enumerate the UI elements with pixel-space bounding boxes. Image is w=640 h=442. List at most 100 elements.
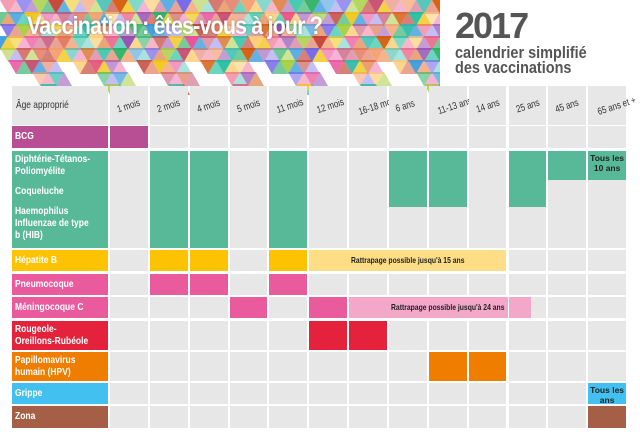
vaccine-label-text: Rougeole-Oreillons-Rubéole bbox=[15, 323, 89, 347]
dose-dtp bbox=[189, 151, 228, 248]
schedule-cell bbox=[349, 383, 387, 404]
schedule-cell bbox=[588, 352, 627, 381]
schedule-cell bbox=[548, 126, 587, 148]
schedule-cell bbox=[508, 321, 547, 350]
catchup-note: Rattrapage possible jusqu'à 24 ans bbox=[390, 302, 505, 312]
dose-bcg bbox=[110, 126, 148, 148]
age-header-cell bbox=[269, 86, 308, 125]
schedule-cell bbox=[110, 352, 148, 381]
age-header-cell bbox=[428, 86, 467, 125]
age-header-cell bbox=[110, 86, 148, 125]
vaccine-label-hpv: Papillomavirus humain (HPV) bbox=[12, 352, 108, 381]
dose-menc bbox=[388, 297, 429, 318]
schedule-cell bbox=[229, 151, 268, 248]
schedule-cell bbox=[110, 297, 148, 318]
schedule-cell bbox=[110, 383, 148, 404]
schedule-cell bbox=[508, 250, 547, 271]
vaccine-label-text: Méningocoque C bbox=[15, 301, 84, 313]
schedule-cell bbox=[588, 274, 627, 295]
vaccine-label-zona: Zona bbox=[12, 406, 108, 428]
dose-hepb bbox=[269, 250, 308, 271]
dose-dtp bbox=[508, 151, 547, 208]
schedule-cell bbox=[508, 352, 547, 381]
schedule-cell bbox=[110, 406, 148, 428]
vaccine-label-menc: Méningocoque C bbox=[12, 297, 108, 318]
schedule-cell bbox=[428, 406, 467, 428]
schedule-cell bbox=[468, 321, 507, 350]
vaccine-label-grippe: Grippe bbox=[12, 383, 108, 404]
dose-menc bbox=[309, 297, 348, 318]
schedule-cell bbox=[349, 274, 387, 295]
schedule-cell bbox=[309, 383, 348, 404]
vaccine-label-text: Papillomavirus humain (HPV) bbox=[15, 354, 76, 378]
schedule-cell bbox=[468, 274, 507, 295]
age-header-cell bbox=[229, 86, 268, 125]
dose-pneumo bbox=[189, 274, 228, 295]
schedule-cell bbox=[588, 321, 627, 350]
vaccine-label-text: Zona bbox=[15, 411, 36, 422]
schedule-cell bbox=[189, 321, 228, 350]
schedule-cell bbox=[149, 383, 188, 404]
vaccine-label-text: Diphtérie-Tétanos-Poliomyélite bbox=[15, 154, 91, 177]
schedule-cell bbox=[349, 126, 387, 148]
schedule-cell bbox=[548, 352, 587, 381]
schedule-cell bbox=[548, 250, 587, 271]
dose-dtp bbox=[428, 151, 467, 208]
schedule-cell bbox=[468, 406, 507, 428]
schedule-cell bbox=[388, 406, 427, 428]
dose-dtp bbox=[269, 151, 308, 248]
dose-pneumo bbox=[149, 274, 188, 295]
dose-menc bbox=[428, 297, 469, 318]
schedule-cell bbox=[309, 151, 348, 248]
schedule-cell bbox=[229, 321, 268, 350]
schedule-cell bbox=[548, 321, 587, 350]
dose-menc bbox=[229, 297, 268, 318]
dose-hepb bbox=[349, 250, 389, 271]
schedule-cell bbox=[110, 151, 148, 248]
schedule-cell bbox=[508, 406, 547, 428]
schedule-cell bbox=[388, 126, 427, 148]
page-title: Vaccination : êtes-vous à jour ? bbox=[27, 12, 323, 40]
dose-menc bbox=[508, 297, 532, 318]
schedule-cell bbox=[189, 352, 228, 381]
schedule-cell bbox=[548, 383, 587, 404]
dose-dtp bbox=[548, 151, 587, 181]
schedule-cell bbox=[309, 126, 348, 148]
dose-menc bbox=[468, 297, 509, 318]
schedule-cell bbox=[189, 406, 228, 428]
schedule-cell bbox=[149, 321, 188, 350]
schedule-cell bbox=[189, 126, 228, 148]
vaccine-label-text: Haemophilus Influenzae de type b (HIB) bbox=[15, 206, 89, 241]
schedule-cell bbox=[588, 126, 627, 148]
dose-hepb bbox=[388, 250, 429, 271]
schedule-cell bbox=[468, 383, 507, 404]
schedule-cell bbox=[269, 126, 308, 148]
schedule-cell bbox=[388, 383, 427, 404]
schedule-cell bbox=[110, 250, 148, 271]
dose-ror bbox=[349, 321, 387, 350]
corner-label: Âge approprié bbox=[16, 99, 69, 111]
schedule-cell bbox=[229, 352, 268, 381]
schedule-cell bbox=[309, 406, 348, 428]
schedule-cell bbox=[388, 352, 427, 381]
year: 2017 bbox=[455, 5, 529, 46]
schedule-cell bbox=[149, 126, 188, 148]
schedule-cell bbox=[110, 321, 148, 350]
subtitle-line1: calendrier simplifié bbox=[455, 43, 587, 62]
dose-dtp bbox=[149, 151, 188, 248]
schedule-cell bbox=[588, 297, 627, 318]
schedule-cell bbox=[269, 297, 308, 318]
schedule-cell bbox=[269, 352, 308, 381]
schedule-cell bbox=[309, 274, 348, 295]
dose-hepb bbox=[468, 250, 507, 271]
vaccine-label-text: Grippe bbox=[15, 387, 43, 399]
frequency-note: Tous les ans bbox=[590, 385, 625, 405]
vaccine-label-text: Hépatite B bbox=[15, 254, 58, 266]
schedule-cell bbox=[269, 383, 308, 404]
schedule-cell bbox=[110, 274, 148, 295]
dose-ror bbox=[309, 321, 348, 350]
schedule-cell bbox=[548, 274, 587, 295]
schedule-cell bbox=[229, 383, 268, 404]
vaccine-label-dtp: Diphtérie-Tétanos-Poliomyélite Coqueluche… bbox=[12, 151, 108, 248]
schedule-cell bbox=[269, 321, 308, 350]
